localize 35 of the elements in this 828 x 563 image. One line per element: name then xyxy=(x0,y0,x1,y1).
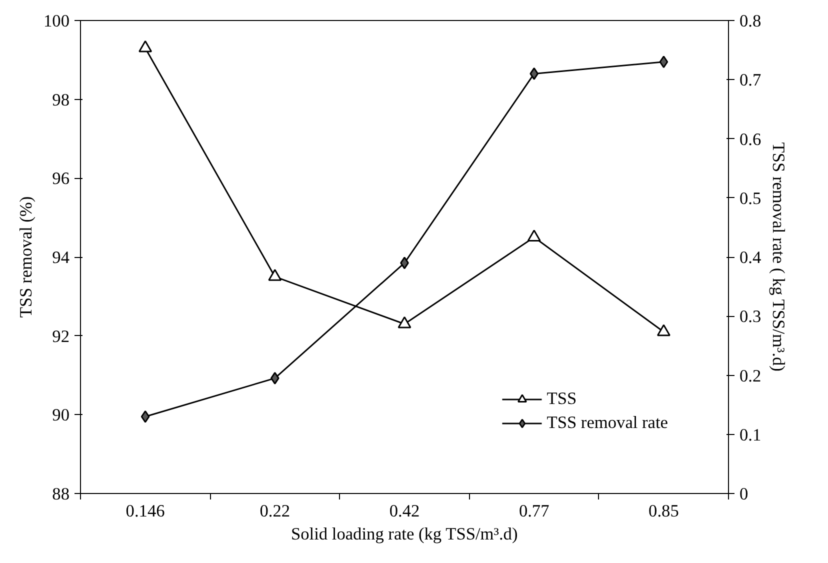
point xyxy=(530,67,539,80)
y2-tick-label: 0.8 xyxy=(740,12,762,30)
y2-tick-label: 0.1 xyxy=(740,425,762,444)
y2-tick-label: 0.6 xyxy=(740,130,762,149)
y-axis-title: TSS removal (%) xyxy=(16,196,36,318)
point xyxy=(268,269,282,281)
y-tick-label: 94 xyxy=(52,248,70,267)
x-tick-label: 0.85 xyxy=(648,502,679,520)
legend-label: TSS removal rate xyxy=(546,413,668,433)
y-tick-label: 98 xyxy=(52,90,70,110)
point xyxy=(398,316,412,328)
y2-tick-label: 0.7 xyxy=(740,70,762,90)
point xyxy=(138,40,152,52)
point xyxy=(527,230,541,242)
y2-tick-label: 0 xyxy=(740,484,748,504)
x-tick-label: 0.77 xyxy=(518,502,550,520)
y-tick-label: 100 xyxy=(44,12,70,30)
legend-label: TSS xyxy=(546,389,577,409)
x-tick-label: 0.22 xyxy=(260,502,290,520)
y2-tick-label: 0.2 xyxy=(740,366,762,386)
point xyxy=(140,410,150,423)
y-tick-label: 92 xyxy=(52,326,70,346)
x-tick-label: 0.42 xyxy=(389,502,420,520)
point xyxy=(656,324,670,336)
y2-tick-label: 0.4 xyxy=(740,248,762,267)
y-tick-label: 96 xyxy=(52,169,70,188)
point xyxy=(659,56,668,68)
y-tick-label: 88 xyxy=(52,484,70,504)
y2-tick-label: 0.3 xyxy=(740,307,762,326)
y-tick-label: 90 xyxy=(52,406,70,425)
x-tick-label: 0.146 xyxy=(126,502,166,520)
y2-tick-label: 0.5 xyxy=(740,188,762,208)
x-axis-title: Solid loading rate (kg TSS/m³.d) xyxy=(290,524,518,544)
y2-axis-title: TSS removal rate ( kg TSS/m³.d) xyxy=(769,142,788,372)
point xyxy=(270,372,280,384)
